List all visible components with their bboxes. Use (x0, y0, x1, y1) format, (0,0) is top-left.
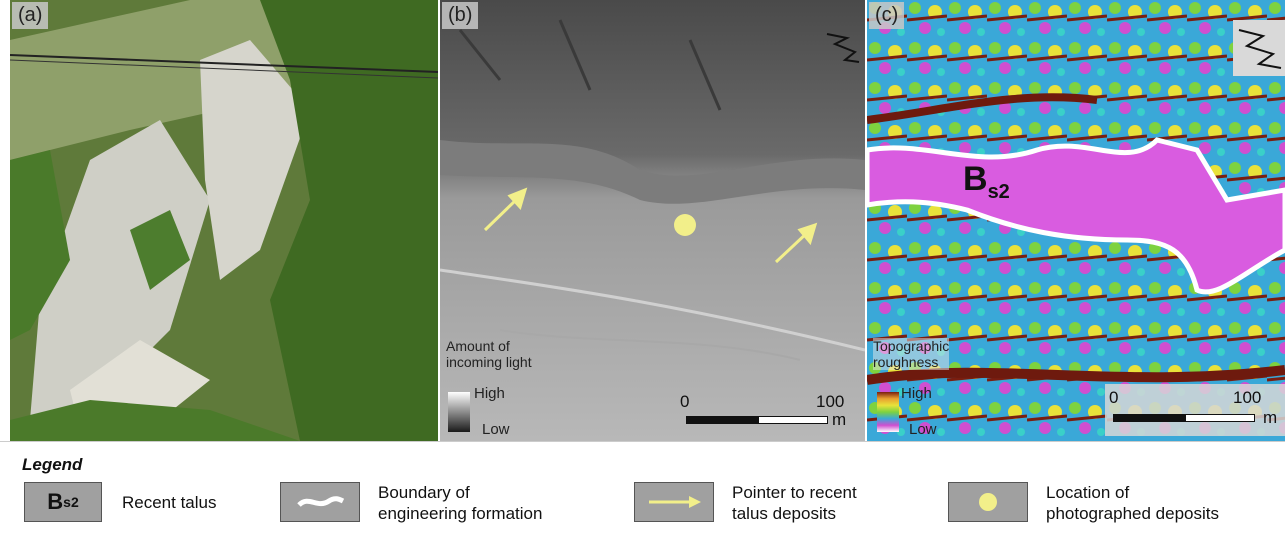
light-legend: Amount of incoming light (446, 338, 532, 370)
legend-text-location-2: photographed deposits (1046, 504, 1219, 523)
light-legend-title-1: Amount of (446, 338, 510, 354)
unit-label-bs2: Bs2 (963, 160, 1010, 204)
legend-symbol-subscript: s2 (63, 494, 79, 510)
legend-symbol-location (948, 482, 1028, 522)
panel-c-roughness: (c) Bs2 Topographic roughness High Low 0… (867, 0, 1285, 441)
scale-b-max: 100 (816, 392, 845, 411)
unit-letter: B (963, 160, 988, 198)
panel-b-label: (b) (442, 2, 479, 29)
light-low: Low (482, 421, 510, 438)
north-arrow-box (1233, 20, 1285, 76)
panel-a-label: (a) (12, 2, 49, 29)
panel-a-photo: (a) (10, 0, 438, 441)
roughness-ramp (877, 392, 899, 432)
legend-text-pointer-2: talus deposits (732, 504, 836, 523)
roughness-high: High (901, 385, 932, 402)
legend-text-boundary-1: Boundary of (378, 483, 470, 502)
roughness-map (867, 0, 1285, 441)
hillside-photo (10, 0, 438, 441)
roughness-legend-title-1: Topographic (873, 338, 950, 354)
scale-c-min: 0 (1109, 388, 1119, 407)
scale-c-max: 100 (1233, 388, 1262, 407)
legend-symbol-boundary (280, 482, 360, 522)
light-legend-title-2: incoming light (446, 354, 532, 370)
legend-text-recent-talus: Recent talus (122, 493, 217, 512)
legend-text-location-1: Location of (1046, 483, 1130, 502)
scale-bar-b: 0 100 m (680, 392, 860, 432)
light-ramp (448, 392, 470, 432)
panel-c-label: (c) (869, 2, 905, 29)
legend-title: Legend (22, 455, 83, 474)
scale-b-unit: m (832, 410, 847, 429)
roughness-legend: Topographic roughness (873, 338, 950, 370)
legend-text-boundary-2: engineering formation (378, 504, 543, 523)
scale-c-unit: m (1263, 408, 1278, 427)
hillshade-map (440, 0, 865, 441)
scale-b-min: 0 (680, 392, 690, 411)
unit-subscript: s2 (987, 180, 1010, 203)
legend-symbol-letter: B (47, 489, 64, 514)
photo-location-marker (674, 214, 696, 236)
light-high: High (474, 385, 505, 402)
roughness-legend-title-2: roughness (873, 354, 939, 370)
pointer-arrow-icon (649, 496, 701, 508)
location-dot-icon (979, 493, 997, 511)
legend-symbol-pointer (634, 482, 714, 522)
scale-bar-c: 0 100 m (1105, 384, 1285, 436)
north-arrow-icon (826, 33, 860, 63)
roughness-low: Low (909, 421, 937, 438)
north-arrow-icon (1238, 29, 1282, 69)
panel-b-hillshade: (b) Amount of incoming light High Low 0 … (440, 0, 865, 441)
boundary-line-icon (297, 496, 345, 507)
legend-text-pointer-1: Pointer to recent (732, 483, 857, 502)
